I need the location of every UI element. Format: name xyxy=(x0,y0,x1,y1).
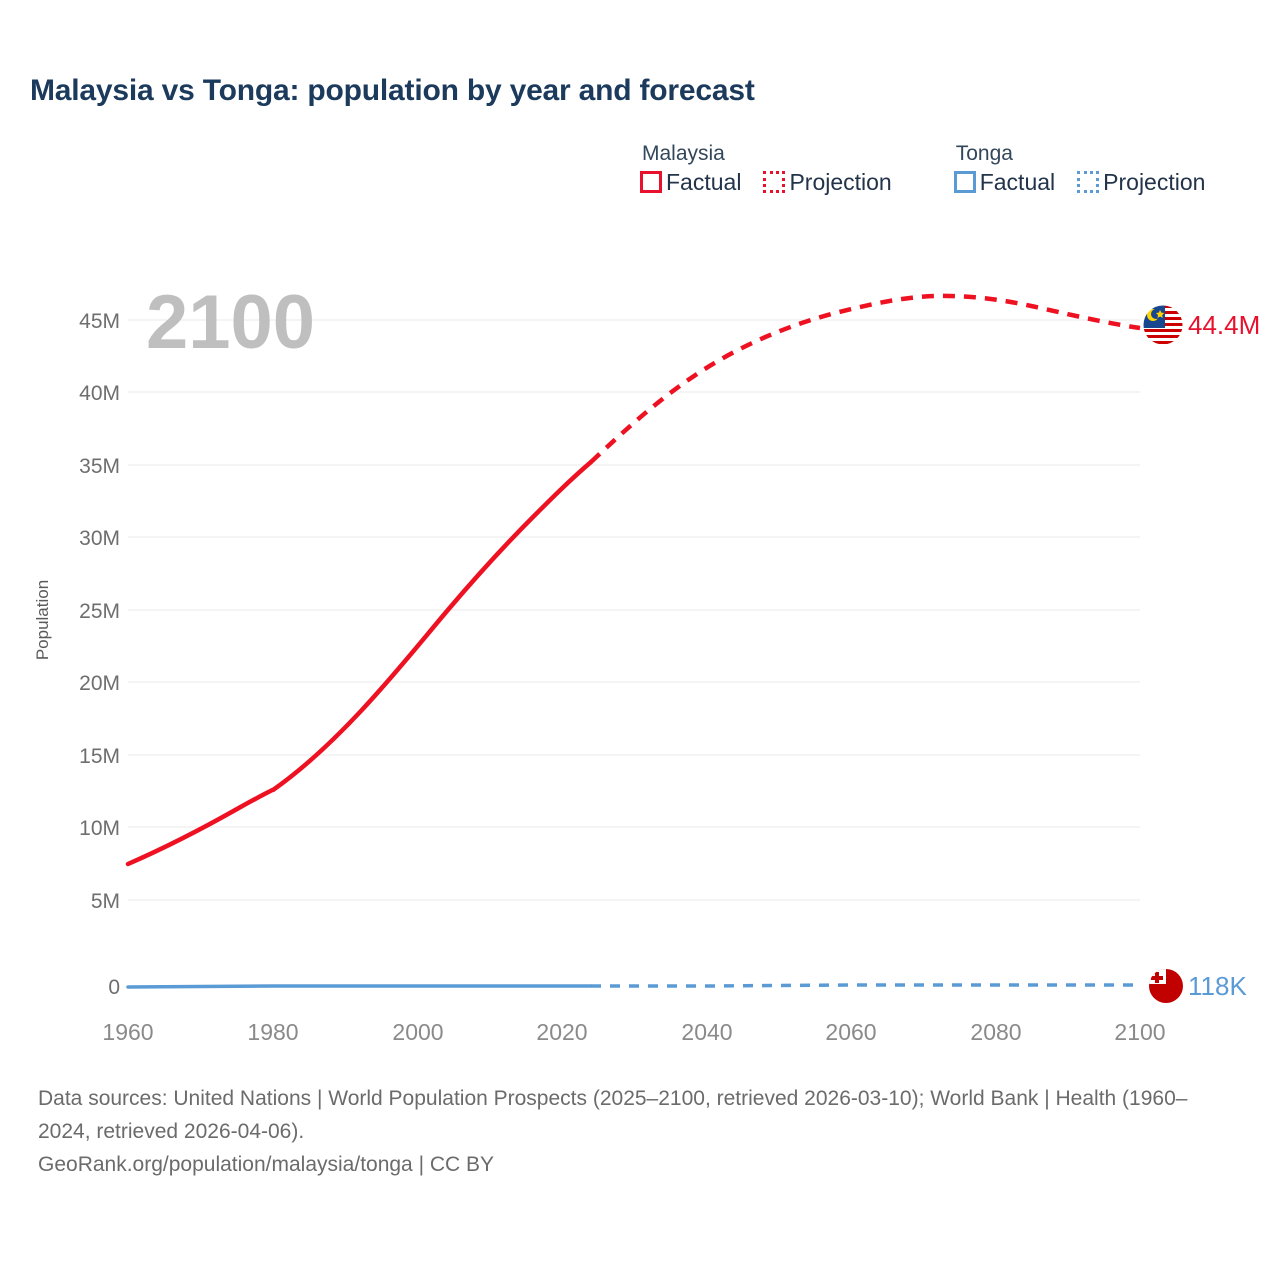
legend-group-title-malaysia: Malaysia xyxy=(642,142,725,165)
x-tick-label: 2060 xyxy=(825,1019,876,1045)
y-tick-label: 25M xyxy=(79,600,120,623)
legend-item-tonga-projection[interactable]: Projection xyxy=(1077,170,1205,194)
legend-item-label: Factual xyxy=(979,169,1056,195)
legend-swatch-dotted-icon xyxy=(763,171,786,193)
footer-data-sources: Data sources: United Nations | World Pop… xyxy=(38,1087,1188,1143)
y-tick-label: 5M xyxy=(91,890,120,913)
x-axis-ticks: 1960 1980 2000 2020 2040 2060 2080 2100 xyxy=(102,1019,1165,1045)
y-tick-label: 15M xyxy=(79,745,120,768)
series-line-malaysia-projection xyxy=(589,293,1141,464)
legend-item-label: Projection xyxy=(1103,169,1206,195)
end-label-tonga: 118K xyxy=(1188,971,1247,1001)
watermark-year: 2100 xyxy=(146,280,315,365)
y-tick-label: 45M xyxy=(79,310,120,333)
footer-attribution: GeoRank.org/population/malaysia/tonga | … xyxy=(38,1153,495,1176)
grid-lines xyxy=(128,319,1140,901)
legend-item-malaysia-factual[interactable]: Factual xyxy=(640,170,741,194)
x-tick-label: 2000 xyxy=(392,1019,443,1045)
y-tick-label: 20M xyxy=(79,672,120,695)
x-tick-label: 2100 xyxy=(1114,1019,1165,1045)
x-tick-label: 1980 xyxy=(247,1019,298,1045)
tonga-flag-icon xyxy=(1149,969,1183,1003)
x-tick-label: 2040 xyxy=(681,1019,732,1045)
legend-swatch-dotted-icon xyxy=(1077,171,1100,193)
page-title: Malaysia vs Tonga: population by year an… xyxy=(30,74,755,107)
y-axis-ticks: 45M 40M 35M 30M 25M 20M 15M 10M 5M 0 xyxy=(79,310,120,999)
legend-swatch-solid-icon xyxy=(640,171,662,193)
legend-swatch-solid-icon xyxy=(953,171,976,193)
legend-group-tonga: Tonga Factual Projection xyxy=(953,142,1205,195)
y-axis-label: Population xyxy=(33,580,52,660)
chart-legend: Malaysia Factual Projection Tonga Factua… xyxy=(640,142,1205,194)
y-tick-label: 30M xyxy=(79,527,120,550)
series-line-tonga-projection xyxy=(591,983,1140,988)
malaysia-flag-icon xyxy=(1142,304,1184,346)
end-label-malaysia: 44.4M xyxy=(1188,310,1260,340)
legend-item-label: Projection xyxy=(789,169,892,195)
y-tick-label: 10M xyxy=(79,817,120,840)
legend-item-label: Factual xyxy=(666,169,742,195)
x-tick-label: 1960 xyxy=(102,1019,153,1045)
x-tick-label: 2080 xyxy=(970,1019,1021,1045)
y-tick-label: 35M xyxy=(79,455,120,478)
legend-item-malaysia-projection[interactable]: Projection xyxy=(763,169,892,195)
legend-items-tonga: Factual Projection xyxy=(953,169,1205,195)
series-line-tonga-factual xyxy=(126,984,593,989)
legend-group-title-tonga: Tonga xyxy=(955,142,1013,165)
chart-plot-area: 2100 Population 45M 40M 35M 30M 25M 20M … xyxy=(33,280,1260,1045)
legend-items-malaysia: Factual Projection xyxy=(640,170,892,194)
chart-footer: Data sources: United Nations | World Pop… xyxy=(38,1082,1248,1181)
x-tick-label: 2020 xyxy=(536,1019,587,1045)
legend-item-tonga-factual[interactable]: Factual xyxy=(953,169,1056,195)
y-tick-label: 40M xyxy=(79,382,120,405)
series-line-malaysia-factual xyxy=(125,459,594,867)
y-tick-label: 0 xyxy=(108,976,120,999)
legend-group-malaysia: Malaysia Factual Projection xyxy=(640,142,892,194)
population-line-chart: 2100 Population 45M 40M 35M 30M 25M 20M … xyxy=(33,280,1260,1045)
